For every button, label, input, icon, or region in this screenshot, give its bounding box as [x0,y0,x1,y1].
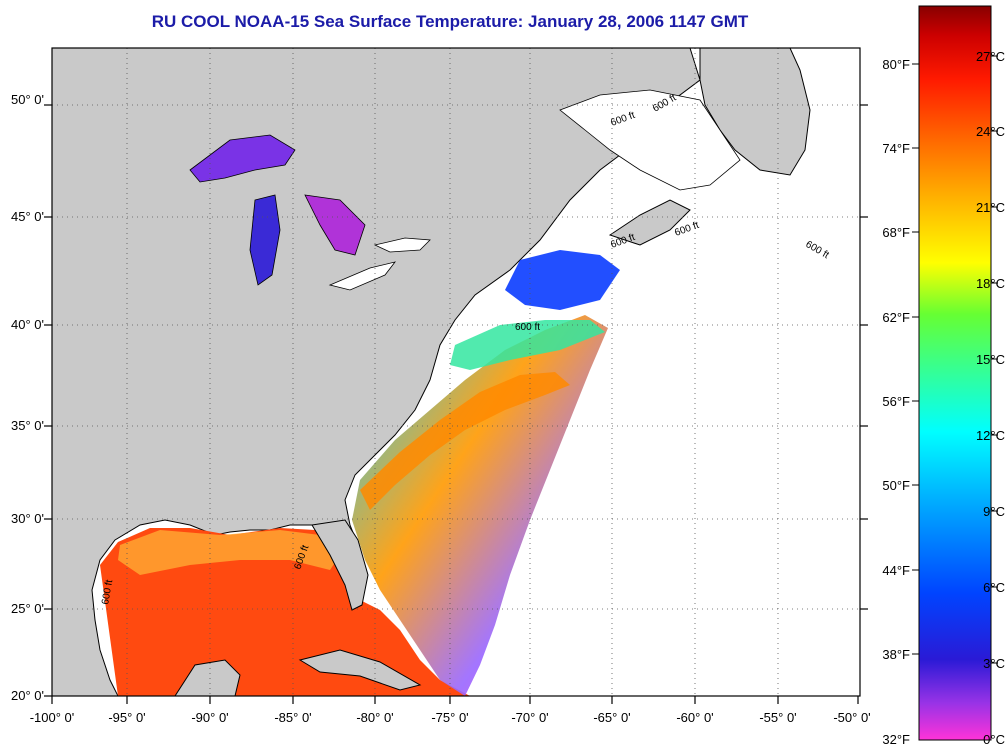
lon-label: -55° 0' [759,710,796,725]
lat-label: 30° 0' [11,511,44,526]
lon-label: -60° 0' [676,710,713,725]
colorbar-f-label: 50°F [882,478,910,493]
colorbar-f-label: 44°F [882,563,910,578]
lake-huron [304,194,366,256]
isobath-label: 600 ft [515,322,540,333]
lat-label: 20° 0' [11,688,44,703]
colorbar-c-label: 21°C [976,200,1005,215]
land-newfoundland [699,48,811,176]
lake-erie [328,261,397,291]
lat-label: 35° 0' [11,418,44,433]
shelf-cold-water [505,250,620,310]
colorbar-f-label: 32°F [882,732,910,747]
graticule [52,48,860,696]
water-gulf [100,528,470,696]
lon-label: -70° 0' [511,710,548,725]
shelf-cool-green [450,320,605,370]
isobath-label: 600 ft [100,579,115,606]
colorbar-c-label: 6°C [983,580,1005,595]
map-title: RU COOL NOAA-15 Sea Surface Temperature:… [151,12,749,31]
colorbar-c-label: 15°C [976,352,1005,367]
lat-label: 40° 0' [11,317,44,332]
atlantic-sst-swath [352,315,608,696]
land-yucatan [174,659,241,696]
lake-michigan [249,194,281,286]
lat-label: 25° 0' [11,601,44,616]
colorbar-c-label: 9°C [983,504,1005,519]
colorbar-f-label: 68°F [882,225,910,240]
colorbar-c-label: 18°C [976,276,1005,291]
lon-label: -85° 0' [274,710,311,725]
colorbar-c-label: 3°C [983,656,1005,671]
lon-label: -80° 0' [356,710,393,725]
colorbar-c-label: 24°C [976,124,1005,139]
lon-label: -75° 0' [431,710,468,725]
colorbar-f-label: 74°F [882,141,910,156]
gulfstream-band [360,372,570,510]
colorbar-f-label: 62°F [882,310,910,325]
colorbar-c-label: 12°C [976,428,1005,443]
colorbar [918,5,992,741]
colorbar-c-label: 27°C [976,49,1005,64]
st-lawrence-gulf [559,89,741,191]
lon-label: -95° 0' [108,710,145,725]
lon-label: -100° 0' [30,710,75,725]
land-cuba [298,649,422,691]
colorbar-f-label: 38°F [882,647,910,662]
lat-label: 50° 0' [11,92,44,107]
gulf-shelf [118,530,340,575]
lake-superior [189,134,296,183]
colorbar-f-label: 56°F [882,394,910,409]
land-florida [311,519,369,611]
colorbar-f-label: 80°F [882,57,910,72]
colorbar-c-label: 0°C [983,732,1005,747]
lat-label: 45° 0' [11,209,44,224]
lon-label: -65° 0' [593,710,630,725]
lon-label: -90° 0' [191,710,228,725]
lake-ontario [373,237,431,253]
land-nova-scotia [608,199,691,246]
lon-label: -50° 0' [833,710,870,725]
